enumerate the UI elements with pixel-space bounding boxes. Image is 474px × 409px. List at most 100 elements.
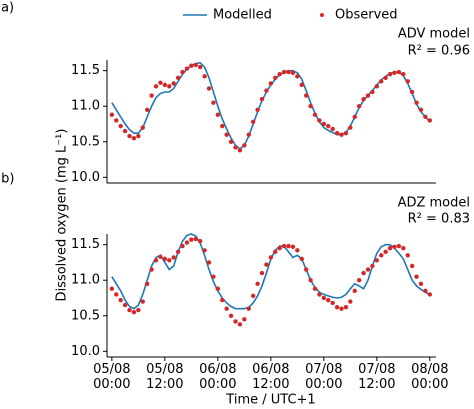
observed-point [237, 148, 243, 153]
observed-point [361, 96, 366, 102]
observed-point [427, 118, 433, 123]
observed-point [418, 281, 424, 286]
observed-point [379, 253, 384, 258]
observed-point [140, 125, 145, 130]
observed-point [330, 300, 335, 306]
y-axis-label: Dissolved oxygen (mg L⁻¹) [55, 129, 70, 302]
observed-point [144, 281, 150, 286]
observed-point [352, 114, 357, 120]
observed-point [184, 66, 190, 71]
observed-point [131, 136, 137, 141]
observed-point [401, 246, 406, 251]
observed-point [140, 299, 145, 304]
observed-point [383, 75, 388, 80]
observed-point [246, 306, 251, 311]
observed-point [308, 104, 313, 109]
observed-point [211, 274, 216, 279]
observed-point [171, 81, 176, 86]
observed-point [259, 96, 265, 102]
observed-point [202, 248, 207, 253]
y-tick-label: 10.0 [71, 344, 100, 359]
observed-point [273, 249, 278, 254]
observed-point [250, 119, 256, 125]
observed-point [122, 128, 128, 134]
observed-point [149, 267, 154, 272]
observed-point [202, 74, 207, 79]
observed-point [118, 297, 123, 303]
observed-point [242, 143, 247, 148]
observed-point [197, 238, 203, 244]
observed-point [264, 262, 269, 267]
observed-point [277, 72, 282, 77]
observed-point [189, 237, 194, 242]
x-tick-label: 05/08 12:00 [146, 362, 184, 392]
observed-point [180, 243, 185, 249]
observed-point [246, 132, 251, 137]
observed-point [339, 306, 344, 311]
observed-point [330, 126, 335, 132]
observed-point [281, 69, 287, 75]
observed-point [414, 100, 419, 105]
observed-point [286, 243, 291, 249]
observed-point [131, 310, 137, 315]
observed-point [405, 253, 410, 258]
observed-point [220, 297, 225, 303]
observed-point [423, 114, 428, 120]
observed-point [228, 139, 234, 144]
y-tick-label: 10.5 [71, 134, 100, 149]
observed-point [197, 64, 203, 70]
observed-point [122, 302, 128, 308]
observed-point [427, 292, 433, 297]
model-line [111, 233, 431, 310]
observed-point [312, 286, 318, 291]
observed-point [259, 270, 265, 276]
y-tick-label: 11.0 [71, 99, 100, 114]
observed-point [149, 93, 154, 98]
x-tick-label: 06/08 00:00 [199, 362, 237, 392]
observed-point [193, 62, 198, 68]
observed-point [175, 75, 181, 80]
observed-point [290, 70, 296, 75]
observed-point [153, 258, 159, 263]
observed-point [374, 258, 380, 263]
observed-point [189, 63, 194, 68]
observed-point [175, 249, 181, 254]
panel-label: (b) [0, 172, 14, 187]
observed-point [109, 112, 115, 117]
observed-point [339, 132, 344, 137]
observed-point [224, 306, 229, 311]
observed-point [220, 123, 225, 129]
observed-point [215, 286, 221, 291]
observed-point [379, 79, 384, 84]
observed-point [418, 107, 424, 112]
observed-point [290, 244, 296, 249]
observed-point [396, 243, 402, 249]
observed-point [303, 93, 309, 98]
observed-point [127, 133, 132, 139]
x-tick-label: 07/08 00:00 [305, 362, 343, 392]
observed-point [250, 293, 256, 299]
observed-point [114, 118, 119, 123]
observed-point [356, 104, 362, 109]
observed-point [206, 86, 212, 91]
x-axis-label: Time / UTC+1 [225, 393, 315, 408]
observed-point [334, 305, 340, 310]
panel-label: (a) [0, 1, 14, 16]
observed-point [299, 256, 304, 262]
observed-point [193, 236, 198, 242]
y-tick-label: 11.0 [71, 273, 100, 288]
model-line [111, 61, 431, 150]
x-tick-label: 07/08 12:00 [358, 362, 396, 392]
observed-point [365, 93, 371, 98]
observed-point [361, 270, 366, 276]
legend-label: Modelled [213, 8, 272, 23]
observed-point [392, 244, 397, 249]
observed-point [268, 255, 274, 260]
observed-point [370, 89, 375, 95]
observed-point [356, 278, 362, 283]
observed-point [162, 256, 168, 262]
y-tick-label: 10.5 [71, 308, 100, 323]
observed-point [365, 267, 371, 272]
